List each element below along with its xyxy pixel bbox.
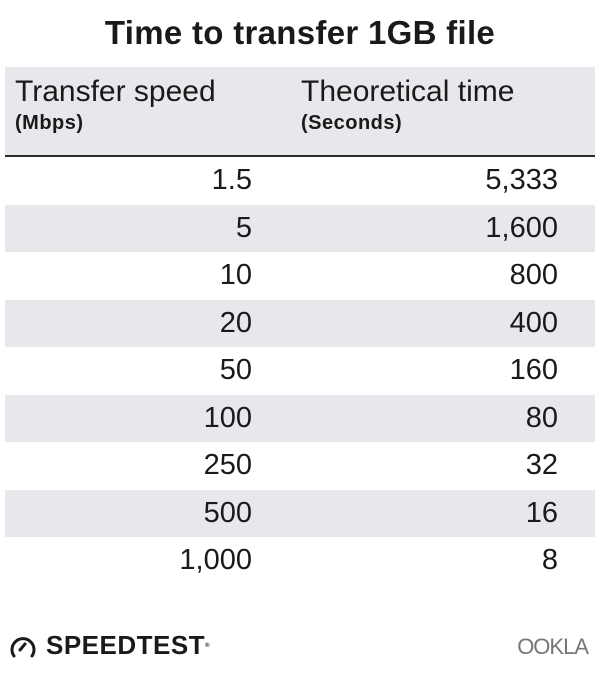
header-unit: (Mbps)	[15, 112, 84, 134]
cell-time: 800	[509, 259, 558, 291]
cell-time: 8	[541, 544, 558, 576]
cell-speed: 1,000	[179, 544, 252, 576]
table-row: 1,000 8	[5, 537, 595, 585]
cell-time: 32	[525, 449, 558, 481]
header-unit: (Seconds)	[301, 112, 403, 134]
chart-title: Time to transfer 1GB file	[104, 14, 496, 51]
cell-time: 1,600	[485, 211, 558, 244]
cell-speed: 50	[219, 354, 252, 386]
cell-time: 400	[509, 306, 558, 339]
table-row: 250 32	[5, 442, 595, 490]
gauge-icon	[10, 636, 36, 657]
table-row: 50 160	[5, 347, 595, 395]
transfer-table: Transfer speed (Mbps) Theoretical time (…	[5, 67, 595, 585]
cell-speed: 500	[203, 496, 252, 529]
header-label: Theoretical time	[301, 75, 515, 108]
cell-time: 16	[525, 496, 558, 529]
table-row: 500 16	[5, 489, 595, 537]
table-row: 20 400	[5, 299, 595, 347]
table-body: 1.5 5,333 5 1,600 10 800 20 400 50 160 100 80 250 32 5…	[5, 157, 595, 585]
header-theoretical-time: Theoretical time (Seconds)	[301, 75, 514, 137]
cell-speed: 20	[219, 306, 252, 339]
header-label: Transfer speed	[15, 75, 216, 108]
cell-speed: 10	[219, 259, 252, 291]
cell-speed: 100	[203, 401, 252, 434]
header-transfer-speed: Transfer speed (Mbps)	[15, 75, 216, 137]
table-row: 10 800	[5, 252, 595, 300]
cell-speed: 1.5	[211, 164, 252, 196]
cell-time: 5,333	[485, 164, 558, 196]
cell-speed: 250	[203, 449, 252, 481]
cell-speed: 5	[235, 211, 252, 244]
speedtest-logo: SPEEDTEST ®	[8, 630, 210, 661]
table-row: 100 80	[5, 394, 595, 442]
table-header: Transfer speed (Mbps) Theoretical time (…	[5, 67, 595, 157]
table-row: 5 1,600	[5, 204, 595, 252]
cell-time: 80	[525, 401, 558, 434]
ookla-logo: OOKLA	[517, 634, 589, 659]
cell-time: 160	[509, 354, 558, 386]
table-row: 1.5 5,333	[5, 157, 595, 205]
